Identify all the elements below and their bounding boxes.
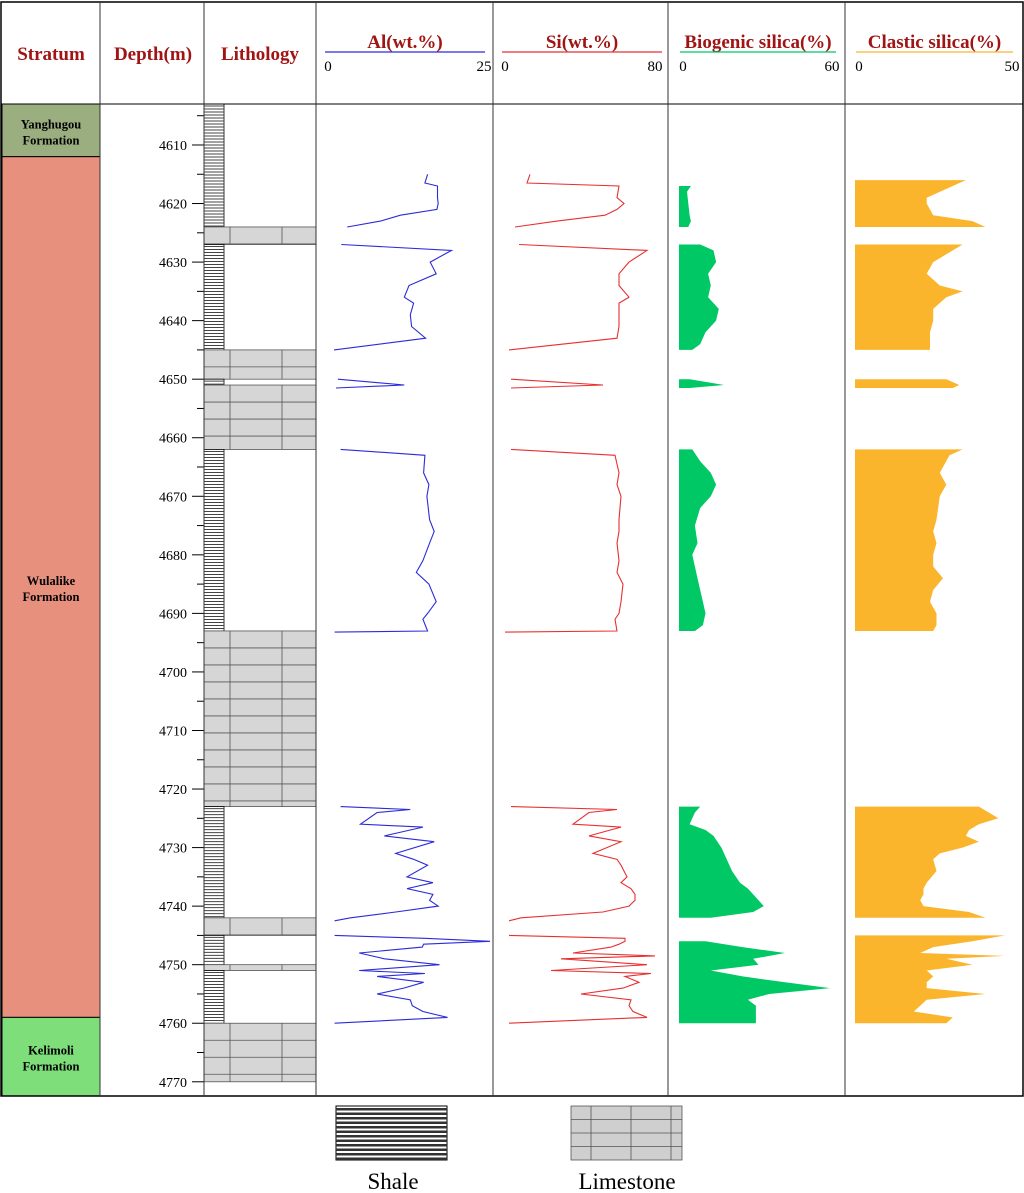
legend-shale-band — [336, 1144, 447, 1147]
limestone-bed — [203, 1022, 317, 1083]
legend: Shale Limestone — [335, 1105, 683, 1193]
legend-shale-band — [336, 1108, 447, 1111]
stratum-header: Stratum — [17, 44, 85, 65]
curve-segment — [334, 806, 440, 922]
curve-segment — [508, 934, 656, 1024]
depth-tick-label: 4770 — [159, 1076, 187, 1091]
curve-segment — [508, 243, 649, 351]
track-max-tick: 25 — [477, 59, 492, 75]
track-title: Si(wt.%) — [546, 32, 618, 53]
depth-tick-label: 4690 — [159, 607, 187, 622]
formation-label: Formation — [23, 1060, 80, 1074]
track-min-tick: 0 — [501, 59, 509, 75]
area-segment — [679, 186, 691, 227]
limestone-bed — [203, 349, 317, 380]
legend-limestone-swatch — [570, 1105, 683, 1161]
area-segment — [679, 449, 717, 631]
shale-bed — [203, 103, 225, 228]
formation-block — [1, 1016, 101, 1097]
area-segment — [855, 379, 960, 388]
shale-bed — [203, 935, 225, 966]
limestone-bed — [203, 630, 317, 808]
legend-shale-band — [336, 1121, 447, 1124]
legend-shale-band — [336, 1126, 447, 1129]
legend-shale-band — [336, 1139, 447, 1142]
curve-segment — [334, 448, 437, 633]
area-segment — [679, 244, 719, 350]
area-segment — [855, 180, 986, 227]
limestone-bed — [203, 226, 317, 245]
area-segment — [855, 449, 963, 631]
legend-shale-label: Shale — [367, 1169, 418, 1193]
depth-tick-label: 4720 — [159, 783, 187, 798]
chart-frame — [0, 1, 1024, 1097]
limestone-bed — [203, 964, 317, 971]
curve-segment — [334, 934, 491, 1024]
formation-label: Formation — [23, 133, 80, 147]
legend-limestone-label: Limestone — [578, 1169, 675, 1193]
track-min-tick: 0 — [324, 59, 332, 75]
curve-segment — [508, 806, 636, 922]
area-segment — [679, 941, 830, 1024]
limestone-bed — [203, 917, 317, 936]
formation-label: Formation — [23, 590, 80, 604]
legend-shale-band — [336, 1148, 447, 1151]
outer-border — [0, 1, 1024, 1097]
depth-tick-label: 4730 — [159, 842, 187, 857]
track-min-tick: 0 — [679, 59, 687, 75]
lithology-header: Lithology — [221, 44, 300, 65]
curve-segment — [347, 174, 439, 228]
formation-label: Yanghugou — [21, 117, 81, 131]
legend-shale-band — [336, 1130, 447, 1133]
curve-segment — [335, 378, 405, 389]
curve-segment — [514, 174, 625, 228]
depth-tick-label: 4760 — [159, 1017, 187, 1032]
track-title: Biogenic silica(%) — [684, 32, 831, 53]
legend-shale-band — [336, 1117, 447, 1120]
track-max-tick: 80 — [648, 59, 663, 75]
legend-shale-band — [336, 1135, 447, 1138]
area-segment — [855, 806, 999, 918]
legend-shale-band — [336, 1157, 447, 1160]
area-segment — [855, 244, 963, 350]
depth-header: Depth(m) — [114, 44, 192, 65]
depth-tick-label: 4640 — [159, 315, 187, 330]
depth-tick-label: 4670 — [159, 490, 187, 505]
area-segment — [855, 935, 1005, 1024]
depth-tick-label: 4680 — [159, 549, 187, 564]
shale-bed — [203, 449, 225, 632]
depth-tick-label: 4660 — [159, 432, 187, 447]
depth-tick-label: 4700 — [159, 666, 187, 681]
limestone-bed — [203, 384, 317, 450]
legend-shale-band — [336, 1112, 447, 1115]
curve-tracks: Al(wt.%) 0 25 Si(wt.%) 0 80 Biogenic silica(%)… — [324, 32, 1020, 1024]
depth-tick-label: 4620 — [159, 198, 187, 213]
curve-segment — [333, 243, 454, 351]
depth-tick-label: 4610 — [159, 139, 187, 154]
curve-segment — [504, 448, 624, 633]
lithology-column — [203, 103, 317, 1083]
track-max-tick: 60 — [825, 59, 840, 75]
area-segment — [679, 379, 724, 388]
legend-shale-band — [336, 1153, 447, 1156]
legend-shale-swatch — [335, 1105, 448, 1161]
formation-block — [1, 103, 101, 158]
track-min-tick: 0 — [855, 59, 863, 75]
depth-axis: 4610 4620 4630 4640 4650 4660 4670 4680 4690 4700… — [159, 115, 204, 1091]
formation-label: Wulalike — [27, 574, 76, 588]
track-title: Clastic silica(%) — [868, 32, 1002, 53]
formation-label: Kelimoli — [28, 1044, 74, 1058]
formation-block — [1, 156, 101, 1018]
depth-tick-label: 4650 — [159, 373, 187, 388]
depth-tick-label: 4750 — [159, 959, 187, 974]
formation-column: Yanghugou Formation Wulalike Formation Kelim… — [1, 103, 101, 1097]
track-title: Al(wt.%) — [367, 32, 442, 53]
depth-tick-label: 4710 — [159, 724, 187, 739]
curve-segment — [510, 378, 604, 389]
track-max-tick: 50 — [1005, 59, 1020, 75]
area-segment — [679, 806, 764, 918]
depth-tick-label: 4740 — [159, 900, 187, 915]
depth-tick-label: 4630 — [159, 256, 187, 271]
